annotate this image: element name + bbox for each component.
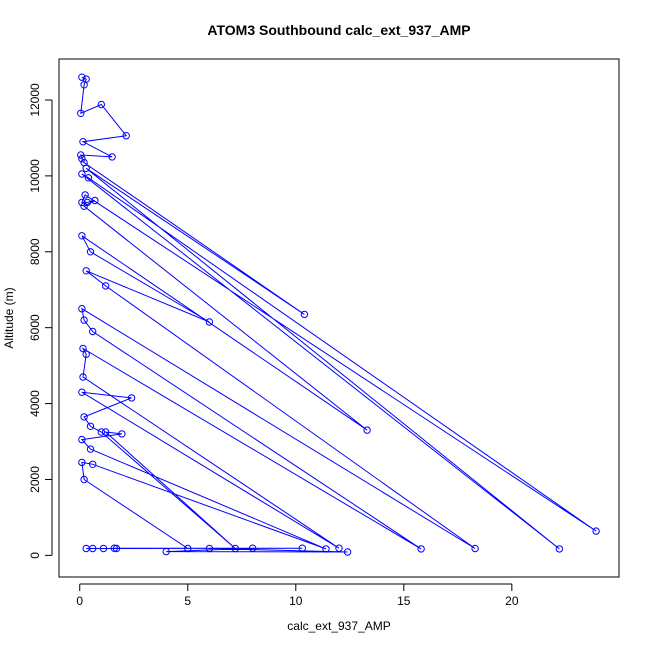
data-point <box>80 475 88 484</box>
data-point <box>86 248 95 256</box>
y-axis: 0 2000 4000 6000 8000 10000 12000 <box>28 83 53 559</box>
data-point <box>162 547 170 556</box>
data-point <box>81 191 89 199</box>
data-point <box>78 458 86 467</box>
data-point <box>89 544 97 553</box>
data-point <box>91 196 99 205</box>
y-tick-label: 4000 <box>28 390 42 417</box>
y-tick-label: 12000 <box>28 83 42 117</box>
x-axis: 0 5 10 15 20 <box>76 583 519 608</box>
data-point <box>80 413 88 421</box>
data-point <box>205 544 214 553</box>
data-point <box>78 305 86 313</box>
data-point <box>97 100 106 109</box>
data-point <box>77 109 85 118</box>
y-tick-label: 8000 <box>28 238 42 265</box>
data-point <box>300 310 309 319</box>
data-point <box>184 544 192 553</box>
data-point <box>471 544 479 553</box>
data-point <box>102 428 110 436</box>
data-point <box>84 174 93 182</box>
chart-title: ATOM3 Southbound calc_ext_937_AMP <box>207 22 470 38</box>
data-point <box>77 151 85 159</box>
data-point <box>78 198 86 207</box>
data-point <box>298 544 306 552</box>
data-point <box>80 81 88 89</box>
data-point <box>363 426 371 434</box>
data-point <box>127 394 136 402</box>
data-point <box>86 445 95 453</box>
plot-frame <box>58 58 620 578</box>
data-point <box>343 548 352 556</box>
data-point <box>80 316 88 324</box>
data-point <box>78 155 86 163</box>
y-axis-label: Altitude (m) <box>2 287 16 348</box>
data-point <box>417 545 425 553</box>
x-tick-label: 10 <box>289 594 303 608</box>
series-layer <box>77 73 600 556</box>
series-line <box>80 76 597 553</box>
data-point <box>78 73 86 81</box>
data-point <box>322 545 330 553</box>
x-tick-label: 5 <box>184 594 191 608</box>
data-point <box>555 545 564 553</box>
y-tick-label: 6000 <box>28 314 42 341</box>
data-point <box>78 232 86 240</box>
data-point <box>79 138 87 146</box>
data-point <box>97 428 106 436</box>
data-point <box>248 544 257 552</box>
data-point <box>102 282 110 290</box>
data-point <box>78 435 86 444</box>
y-tick-label: 10000 <box>28 159 42 193</box>
x-tick-label: 0 <box>76 594 83 608</box>
data-point <box>110 544 119 552</box>
data-point <box>335 544 343 552</box>
data-point <box>82 350 90 358</box>
data-point <box>118 430 126 438</box>
data-point <box>89 460 97 468</box>
data-point <box>79 344 87 353</box>
y-tick-label: 0 <box>28 552 42 559</box>
data-point <box>99 544 108 553</box>
data-point <box>205 318 214 326</box>
data-point <box>80 202 88 210</box>
data-point <box>82 164 90 173</box>
data-point <box>89 327 97 336</box>
x-tick-label: 15 <box>397 594 411 608</box>
data-point <box>592 527 600 535</box>
data-point <box>122 132 130 140</box>
data-point <box>108 153 116 161</box>
x-axis-label: calc_ext_937_AMP <box>287 619 390 633</box>
data-point <box>78 170 86 178</box>
x-tick-label: 20 <box>505 594 519 608</box>
data-point <box>79 373 87 381</box>
data-point <box>78 388 86 396</box>
data-point <box>82 267 90 275</box>
data-point <box>86 422 95 430</box>
data-point <box>231 544 240 553</box>
y-tick-label: 2000 <box>28 466 42 493</box>
